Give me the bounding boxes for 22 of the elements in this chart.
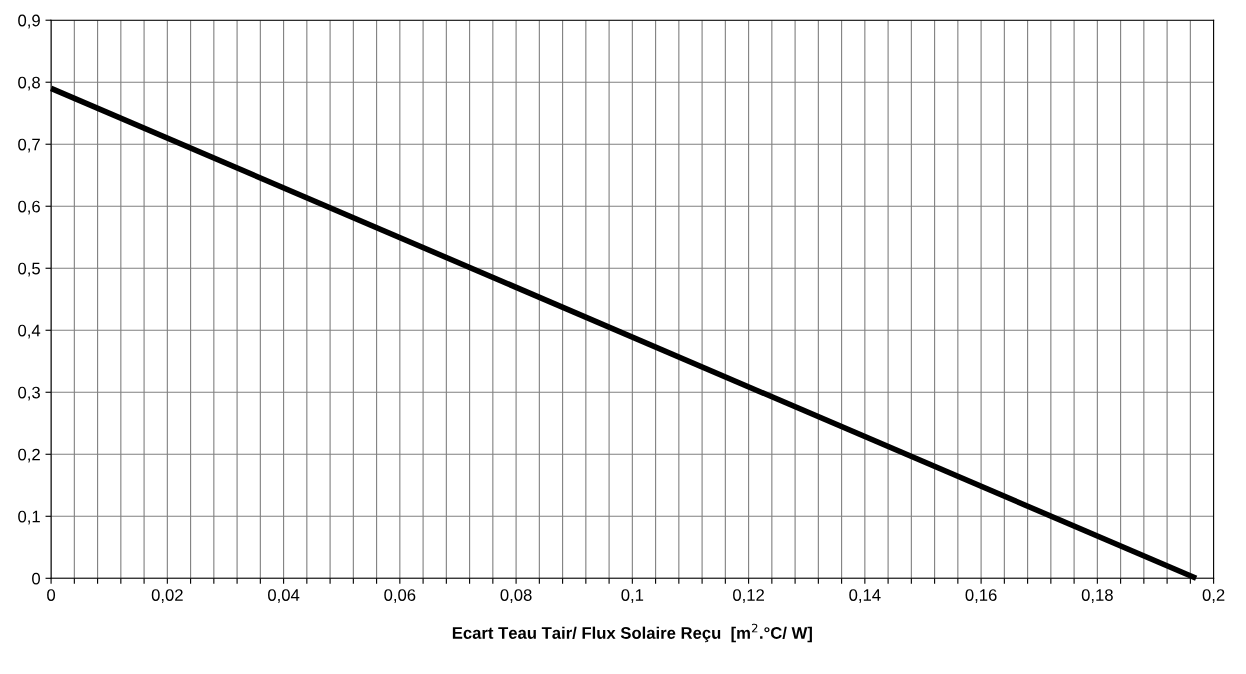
y-tick-label: 0,2 xyxy=(18,448,40,463)
y-tick-label: 0,9 xyxy=(18,14,40,29)
x-tick-label: 0,12 xyxy=(733,589,764,603)
x-tick-label: 0 xyxy=(47,589,56,601)
x-tick-label: 0,02 xyxy=(151,589,183,603)
y-tick-label: 0,6 xyxy=(18,200,40,215)
y-tick-label: 0 xyxy=(32,572,41,585)
x-tick-label: 0,2 xyxy=(1202,589,1225,603)
y-tick-label: 0,4 xyxy=(18,324,41,339)
x-tick-label: 0,04 xyxy=(268,589,300,603)
y-tick-label: 0,7 xyxy=(18,138,40,153)
x-axis-title: Ecart Teau Tair/ Flux Solaire Reçu [m$^{2}$.°C/ W] xyxy=(452,623,812,643)
x-tick-label: 0,16 xyxy=(965,589,997,603)
x-tick-label: 0,08 xyxy=(500,589,532,603)
y-tick-label: 0,8 xyxy=(18,76,40,91)
y-tick-label: 0,1 xyxy=(18,510,40,525)
y-tick-label: 0,3 xyxy=(18,386,40,401)
y-tick-label: 0,5 xyxy=(18,262,40,277)
x-tick-label: 0,14 xyxy=(849,589,881,603)
x-tick-label: 0,18 xyxy=(1081,589,1113,603)
x-tick-label: 0,06 xyxy=(384,589,416,603)
x-tick-label: 0,1 xyxy=(621,589,644,603)
